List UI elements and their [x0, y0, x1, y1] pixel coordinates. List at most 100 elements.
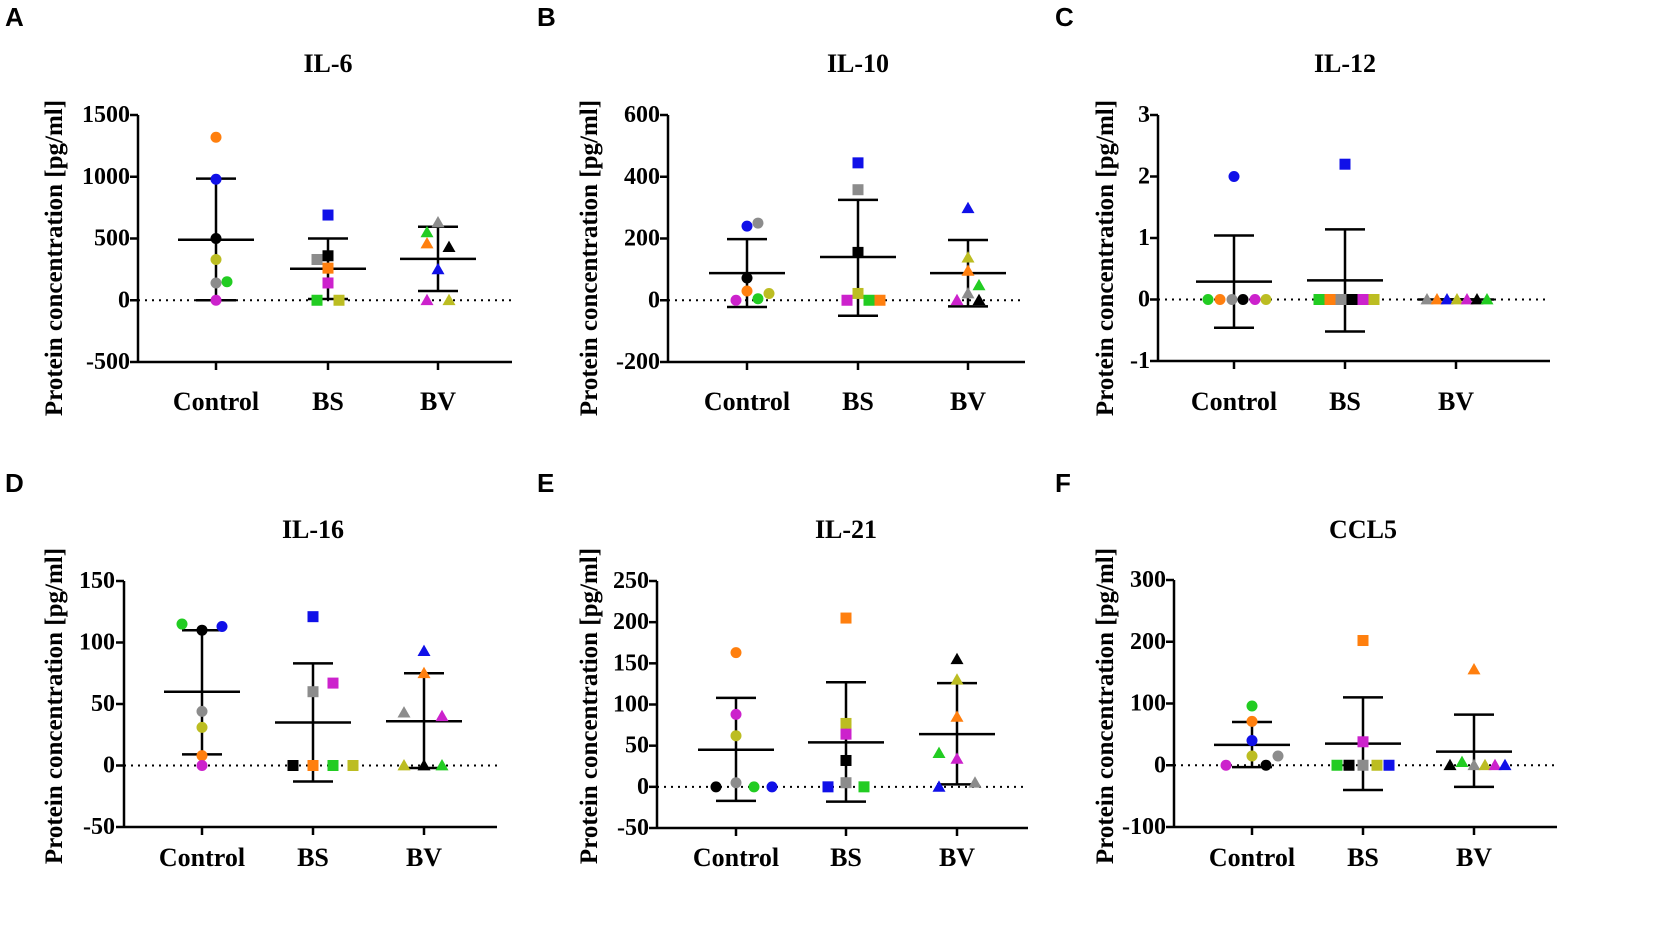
data-point-triangle	[950, 673, 964, 685]
data-point-square	[1335, 294, 1347, 305]
y-tick-label: 0	[118, 287, 130, 313]
y-tick-label: 0	[1138, 287, 1150, 313]
data-point-square	[863, 294, 875, 306]
y-tick-labels: 1500 1000 500 0 -500	[82, 102, 130, 375]
data-point-triangle	[950, 752, 964, 764]
data-point-circle	[1246, 715, 1258, 727]
data-point-circle	[1220, 759, 1232, 771]
data-point-square	[852, 157, 864, 169]
data-point-square	[840, 728, 852, 740]
plot-area-C	[1150, 113, 1550, 369]
data-point-triangle	[972, 278, 986, 291]
data-point-circle	[752, 293, 764, 305]
data-point-triangle	[932, 780, 946, 792]
panel-A: A IL-6 Protein concentration [pg/ml] 150…	[5, 2, 456, 416]
x-category-label: BV	[939, 843, 975, 872]
data-point-circle	[1228, 171, 1240, 182]
data-point-circle	[1249, 294, 1261, 305]
data-point-circle	[210, 233, 222, 244]
data-point-triangle	[950, 652, 964, 665]
data-point-triangle	[1478, 758, 1492, 771]
data-point-triangle	[1443, 758, 1457, 771]
data-point-square	[311, 253, 323, 265]
data-point-triangle	[1420, 293, 1434, 305]
data-point-square	[1331, 759, 1343, 771]
data-point-circle	[1260, 759, 1272, 771]
data-point-circle	[730, 647, 742, 659]
y-tick-label: 1	[1138, 225, 1150, 251]
y-tick-label: 100	[1130, 691, 1166, 717]
panel-letter: A	[5, 2, 24, 32]
data-point-triangle	[972, 293, 986, 306]
chart-title: IL-16	[282, 515, 344, 544]
data-point-square	[1371, 759, 1383, 771]
data-point-triangle	[431, 215, 445, 228]
data-point-square	[333, 294, 345, 306]
data-point-triangle	[961, 286, 975, 299]
panel-letter: C	[1055, 2, 1074, 32]
data-point-triangle	[1498, 758, 1512, 771]
data-point-square	[327, 760, 339, 771]
x-category-label: Control	[693, 843, 779, 872]
data-point-triangle	[961, 264, 975, 276]
y-tick-label: 0	[1154, 752, 1166, 778]
data-point-square	[1313, 294, 1325, 305]
data-point-circle	[1237, 294, 1249, 305]
data-point-triangle	[397, 759, 411, 771]
panel-letter: E	[537, 468, 554, 498]
panel-letter: D	[5, 468, 24, 498]
y-axis-label: Protein concentration [pg/ml]	[41, 100, 68, 416]
data-point-circle	[216, 621, 228, 633]
x-category-label: BS	[1329, 387, 1361, 416]
y-axis-label: Protein concentration [pg/ml]	[1092, 100, 1119, 416]
data-point-circle	[210, 277, 222, 289]
data-point-square	[1343, 759, 1355, 771]
data-point-square	[840, 612, 852, 624]
data-point-circle	[196, 624, 208, 636]
y-tick-label: 100	[79, 630, 115, 656]
data-point-triangle	[442, 293, 456, 306]
data-point-square	[307, 760, 319, 771]
data-point-circle	[730, 777, 742, 789]
data-point-square	[287, 760, 299, 771]
data-point-square	[852, 246, 864, 258]
data-point-square	[852, 287, 864, 299]
data-point-square	[327, 677, 339, 689]
data-point-square	[1357, 294, 1369, 305]
chart-title: CCL5	[1329, 515, 1397, 544]
panel-letter: F	[1055, 468, 1071, 498]
y-axis-label: Protein concentration [pg/ml]	[576, 548, 603, 864]
data-point-triangle	[1467, 663, 1481, 675]
data-point-square	[1357, 635, 1369, 647]
data-point-square	[347, 760, 359, 771]
data-point-triangle	[1470, 293, 1484, 305]
data-point-circle	[710, 781, 722, 793]
data-point-square	[840, 717, 852, 729]
panel-C: C IL-12 Protein concentration [pg/ml] 3 …	[1055, 2, 1474, 416]
y-tick-label: 200	[613, 609, 649, 635]
y-tick-label: 500	[94, 226, 130, 252]
data-point-circle	[741, 220, 753, 232]
data-point-triangle	[417, 759, 431, 771]
data-point-square	[322, 277, 334, 289]
y-tick-label: 2	[1138, 164, 1150, 190]
data-point-square	[852, 184, 864, 196]
data-point-triangle	[961, 251, 975, 263]
data-point-circle	[196, 705, 208, 717]
data-point-circle	[1272, 750, 1284, 762]
x-category-label: BV	[406, 843, 442, 872]
x-category-label: BS	[830, 843, 862, 872]
x-category-label: BS	[1347, 843, 1379, 872]
data-point-triangle	[1467, 758, 1481, 771]
x-category-label: BV	[950, 387, 986, 416]
data-point-triangle	[420, 293, 434, 306]
plot-area-A	[130, 113, 512, 370]
data-point-circle	[730, 730, 742, 742]
data-point-triangle	[968, 776, 982, 788]
data-point-circle	[1214, 294, 1226, 305]
data-point-triangle	[435, 759, 449, 771]
data-point-square	[841, 294, 853, 306]
data-point-circle	[1246, 700, 1258, 712]
y-tick-label: 400	[624, 164, 660, 190]
